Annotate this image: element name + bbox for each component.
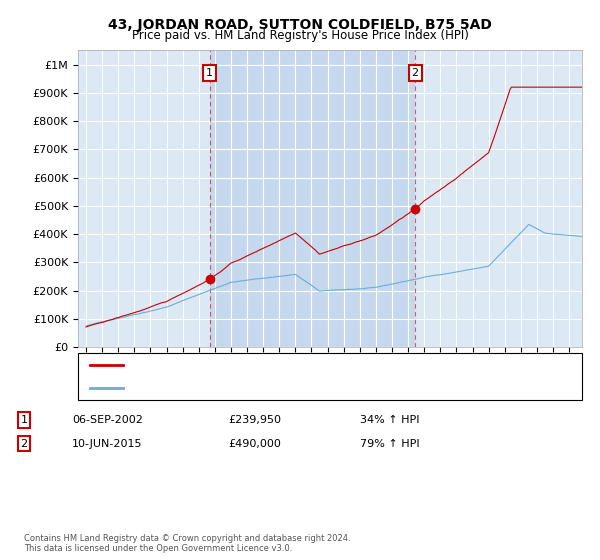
Text: 2: 2 xyxy=(412,68,419,78)
Text: 79% ↑ HPI: 79% ↑ HPI xyxy=(360,438,419,449)
Text: 43, JORDAN ROAD, SUTTON COLDFIELD, B75 5AD (detached house): 43, JORDAN ROAD, SUTTON COLDFIELD, B75 5… xyxy=(129,360,481,370)
Text: 1: 1 xyxy=(206,68,213,78)
Text: 34% ↑ HPI: 34% ↑ HPI xyxy=(360,415,419,425)
Text: £239,950: £239,950 xyxy=(228,415,281,425)
Text: 1: 1 xyxy=(20,415,28,425)
Text: 06-SEP-2002: 06-SEP-2002 xyxy=(72,415,143,425)
Text: HPI: Average price, detached house, Birmingham: HPI: Average price, detached house, Birm… xyxy=(129,382,386,393)
Text: Contains HM Land Registry data © Crown copyright and database right 2024.
This d: Contains HM Land Registry data © Crown c… xyxy=(24,534,350,553)
Text: 10-JUN-2015: 10-JUN-2015 xyxy=(72,438,143,449)
Text: 2: 2 xyxy=(20,438,28,449)
Text: 43, JORDAN ROAD, SUTTON COLDFIELD, B75 5AD: 43, JORDAN ROAD, SUTTON COLDFIELD, B75 5… xyxy=(108,18,492,32)
Text: Price paid vs. HM Land Registry's House Price Index (HPI): Price paid vs. HM Land Registry's House … xyxy=(131,29,469,42)
Bar xyxy=(209,50,415,347)
Text: £490,000: £490,000 xyxy=(228,438,281,449)
